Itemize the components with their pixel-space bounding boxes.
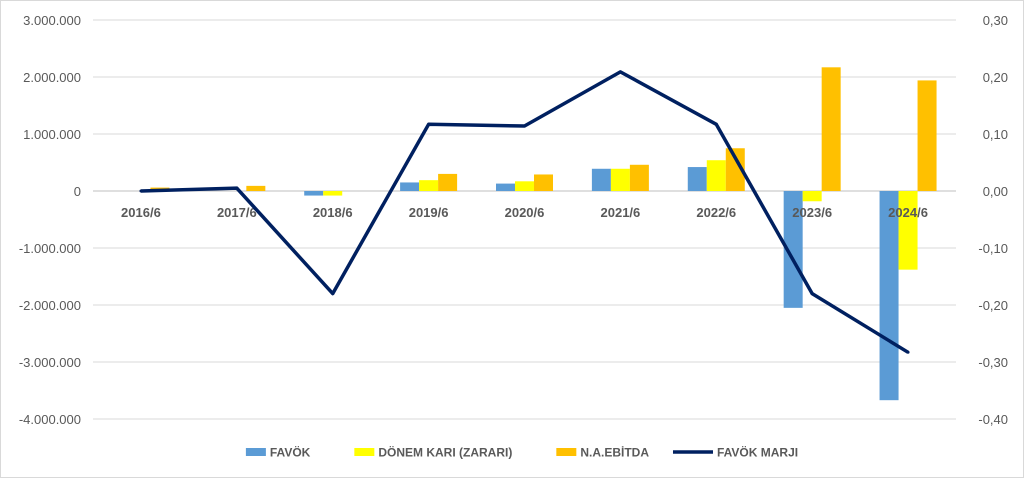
legend-label: FAVÖK MARJI xyxy=(717,445,798,460)
bar-favok xyxy=(400,182,419,191)
bar-n-a-ebitda xyxy=(438,174,457,191)
category-label: 2021/6 xyxy=(601,205,641,220)
left-tick-label: -4.000.000 xyxy=(19,412,81,427)
legend-swatch xyxy=(354,448,374,456)
right-tick-label: 0,00 xyxy=(983,184,1008,199)
legend-swatch xyxy=(556,448,576,456)
bar-n-a-ebitda xyxy=(918,80,937,191)
legend-item-donem-kari-zarari: DÖNEM KARI (ZARARI) xyxy=(354,445,512,460)
category-label: 2019/6 xyxy=(409,205,449,220)
bar-n-a-ebitda xyxy=(630,165,649,191)
bar-favok xyxy=(304,191,323,196)
legend-item-favok: FAVÖK xyxy=(246,445,311,460)
line-point xyxy=(427,123,430,126)
line-point xyxy=(811,292,814,295)
left-tick-label: 0 xyxy=(74,184,81,199)
category-label: 2022/6 xyxy=(696,205,736,220)
bar-donem-kari-zarari xyxy=(419,180,438,191)
right-tick-label: -0,20 xyxy=(978,298,1008,313)
bar-n-a-ebitda xyxy=(246,186,265,191)
bar-donem-kari-zarari xyxy=(611,169,630,191)
left-tick-label: 3.000.000 xyxy=(23,13,81,28)
category-label: 2018/6 xyxy=(313,205,353,220)
bar-favok xyxy=(688,167,707,191)
line-point xyxy=(619,70,622,73)
right-tick-label: -0,30 xyxy=(978,355,1008,370)
left-tick-label: -1.000.000 xyxy=(19,241,81,256)
bar-favok xyxy=(880,191,899,400)
right-tick-label: -0,10 xyxy=(978,241,1008,256)
bar-favok xyxy=(496,184,515,191)
category-label: 2016/6 xyxy=(121,205,161,220)
category-labels: 2016/6 2017/6 2018/6 2019/6 2020/6 2021/6 2022… xyxy=(121,205,928,220)
category-label: 2024/6 xyxy=(888,205,928,220)
legend-label: N.A.EBİTDA xyxy=(580,445,649,460)
bar-donem-kari-zarari xyxy=(707,160,726,191)
left-axis-labels: 3.000.000 2.000.000 1.000.000 0 -1.000.000 -2… xyxy=(19,13,81,427)
legend-label: FAVÖK xyxy=(270,445,311,460)
bar-donem-kari-zarari xyxy=(515,181,534,191)
right-tick-label: -0,40 xyxy=(978,412,1008,427)
line-point xyxy=(907,351,910,354)
left-tick-label: 2.000.000 xyxy=(23,70,81,85)
category-label: 2020/6 xyxy=(505,205,545,220)
bar-donem-kari-zarari xyxy=(803,191,822,201)
bar-favok xyxy=(592,169,611,191)
right-tick-label: 0,30 xyxy=(983,13,1008,28)
bar-donem-kari-zarari xyxy=(323,191,342,196)
legend-item-favok-marji: FAVÖK MARJI xyxy=(673,445,798,460)
line-point xyxy=(331,292,334,295)
legend-item-n-a-ebitda: N.A.EBİTDA xyxy=(556,445,649,460)
left-tick-label: 1.000.000 xyxy=(23,127,81,142)
right-tick-label: 0,20 xyxy=(983,70,1008,85)
left-tick-label: -3.000.000 xyxy=(19,355,81,370)
right-axis-labels: 0,30 0,20 0,10 0,00 -0,10 -0,20 -0,30 -0,40 xyxy=(978,13,1008,427)
line-point xyxy=(139,190,142,193)
bar-n-a-ebitda xyxy=(822,67,841,191)
line-point xyxy=(715,123,718,126)
line-point xyxy=(523,125,526,128)
line-point xyxy=(235,187,238,190)
bar-donem-kari-zarari xyxy=(899,191,918,270)
category-label: 2023/6 xyxy=(792,205,832,220)
bar-n-a-ebitda xyxy=(534,174,553,191)
left-tick-label: -2.000.000 xyxy=(19,298,81,313)
legend: FAVÖK DÖNEM KARI (ZARARI) N.A.EBİTDA FAVÖK … xyxy=(246,445,798,460)
legend-swatch xyxy=(246,448,266,456)
right-tick-label: 0,10 xyxy=(983,127,1008,142)
category-label: 2017/6 xyxy=(217,205,257,220)
legend-label: DÖNEM KARI (ZARARI) xyxy=(378,445,512,460)
